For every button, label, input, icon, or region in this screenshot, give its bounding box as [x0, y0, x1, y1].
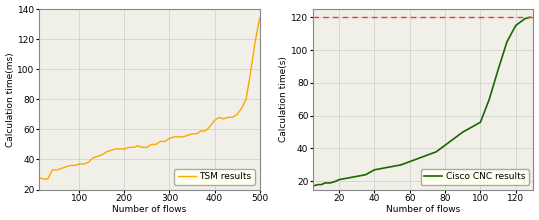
Legend: Cisco CNC results: Cisco CNC results: [420, 169, 529, 185]
X-axis label: Number of flows: Number of flows: [112, 205, 186, 214]
Y-axis label: Calculation time(s): Calculation time(s): [279, 56, 288, 142]
Legend: TSM results: TSM results: [174, 169, 255, 185]
Y-axis label: Calculation time(ms): Calculation time(ms): [5, 52, 15, 147]
X-axis label: Number of flows: Number of flows: [386, 205, 460, 214]
